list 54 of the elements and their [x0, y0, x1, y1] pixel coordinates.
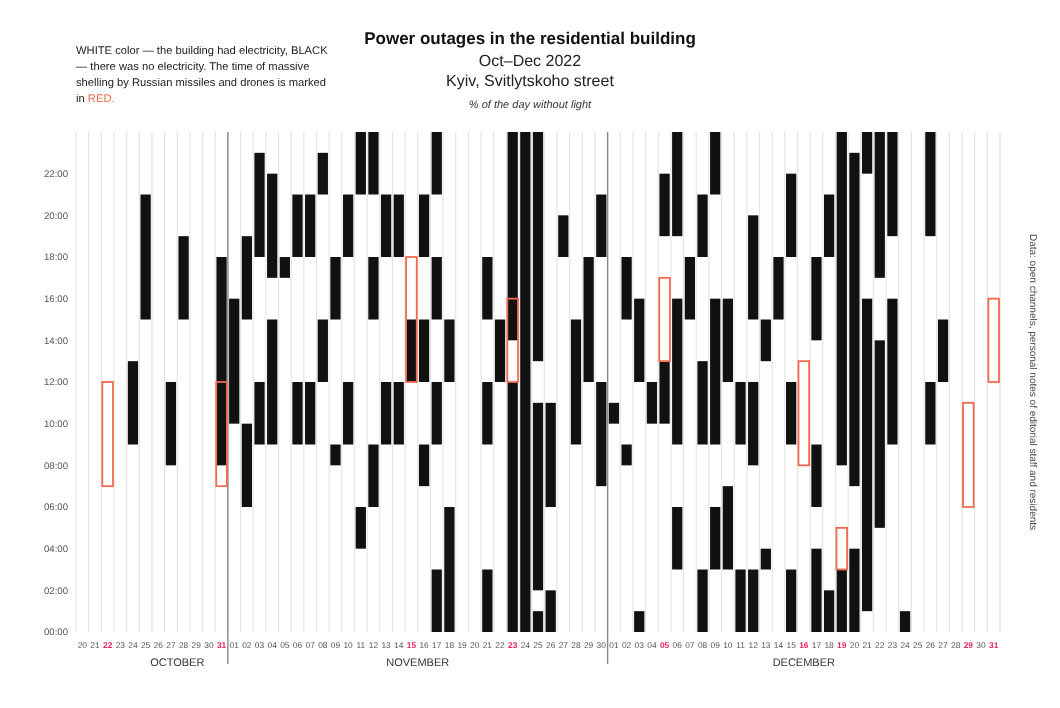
bar [937, 319, 949, 382]
bar [482, 257, 493, 320]
bar [418, 444, 430, 487]
bar [760, 548, 771, 570]
bar [835, 526, 849, 571]
bar [405, 256, 418, 383]
bar [482, 382, 493, 445]
bar [658, 276, 671, 363]
bar [140, 194, 151, 320]
bar [215, 381, 228, 488]
bar [343, 194, 354, 257]
bar [330, 257, 341, 320]
bar [962, 401, 975, 508]
bar [127, 361, 139, 445]
bar [621, 444, 632, 466]
bar [431, 132, 442, 195]
bar [797, 360, 811, 467]
bar [811, 444, 822, 507]
bar [786, 569, 797, 632]
bar [482, 569, 493, 632]
bar [786, 382, 797, 445]
bar [634, 611, 645, 632]
bar [368, 444, 379, 507]
bar [760, 319, 771, 362]
bar [596, 194, 607, 257]
bar [431, 382, 442, 445]
bar [165, 382, 177, 466]
bar [178, 236, 189, 320]
bar [925, 132, 936, 237]
bar [925, 382, 936, 445]
bar [317, 319, 328, 382]
bar [506, 297, 519, 383]
bar [558, 215, 569, 257]
bar [317, 152, 328, 195]
bar [330, 444, 341, 466]
bar [748, 215, 759, 320]
bar [672, 507, 683, 570]
bar [697, 569, 708, 632]
bar [355, 507, 366, 549]
bar [710, 132, 721, 195]
bar [101, 381, 114, 488]
bar [697, 194, 708, 257]
bar [786, 173, 797, 257]
chart-title: Power outages in the residential building [364, 28, 696, 48]
bar [343, 382, 354, 445]
bar [811, 257, 822, 341]
bar [773, 257, 784, 320]
bar [899, 611, 911, 632]
bar [987, 297, 1000, 383]
bar [368, 257, 379, 320]
bar [431, 257, 442, 320]
bar [444, 319, 455, 382]
chart-subtitle: Oct–Dec 2022 Kyiv, Svitlytskoho street [446, 52, 616, 90]
bar [418, 194, 430, 257]
